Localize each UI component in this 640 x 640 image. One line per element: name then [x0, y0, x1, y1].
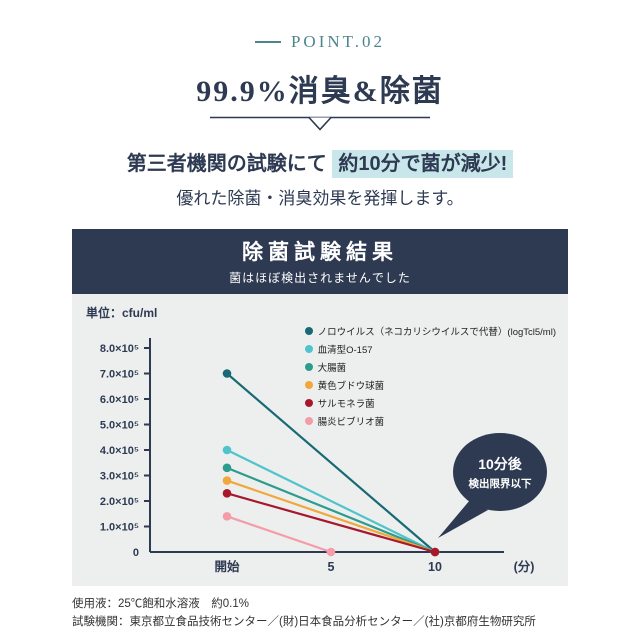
series-line [226, 449, 436, 553]
series-line [226, 479, 436, 554]
svg-text:10分後: 10分後 [478, 456, 523, 472]
data-point [222, 489, 232, 498]
panel-subtitle: 菌はほぼ検出されませんでした [229, 271, 411, 285]
svg-text:8.0×10⁵: 8.0×10⁵ [100, 343, 139, 355]
legend-dot [304, 381, 313, 389]
point-label-row: POINT.02 [0, 0, 640, 52]
heading-divider [0, 116, 640, 133]
bubble-tail [438, 500, 488, 538]
lead-line-2: 優れた除菌・消臭効果を発揮します。 [176, 189, 464, 208]
svg-text:0: 0 [133, 547, 139, 559]
legend-dot [304, 345, 313, 353]
legend-label: サルモネラ菌 [317, 399, 375, 410]
svg-text:5.0×10⁵: 5.0×10⁵ [100, 420, 139, 432]
legend-label: 大腸菌 [317, 363, 347, 374]
test-result-panel: 除菌試験結果 菌はほぼ検出されませんでした 0 1.0×10⁵ 2.0×10⁵ 3.0… [72, 229, 568, 586]
svg-text:5: 5 [328, 560, 335, 574]
data-point [222, 369, 232, 378]
data-point [222, 463, 232, 473]
series-line [226, 466, 436, 554]
data-point [326, 547, 336, 557]
legend-item: ノロウイルス（ネコカリシウイルスで代替）(logTcl5/ml) [304, 324, 556, 338]
svg-text:2.0×10⁵: 2.0×10⁵ [100, 496, 139, 508]
data-point [222, 445, 232, 455]
legend-dot [304, 417, 313, 425]
footnote-liquid: 使用液：25℃飽和水溶液 約0.1% [72, 598, 250, 610]
svg-text:1.0×10⁵: 1.0×10⁵ [100, 522, 139, 534]
footnote-institutions: 試験機関：東京都立食品技術センター／(財)日本食品分析センター／(社)京都府生物… [72, 615, 536, 628]
lead-prefix: 第三者機関の試験にて [126, 153, 327, 175]
legend-label: 血清型O-157 [317, 345, 373, 356]
legend-item: 黄色ブドウ球菌 [304, 378, 385, 392]
point-label: POINT.02 [290, 32, 386, 51]
legend-item: 腸炎ビブリオ菌 [304, 414, 385, 428]
chart-area: 0 1.0×10⁵ 2.0×10⁵ 3.0×10⁵ 4.0×10⁵ 5.0×10⁵ 6.0×… [72, 294, 568, 586]
lead-line: 第三者機関の試験にて 約10分で菌が減少! [0, 147, 640, 178]
panel-title: 除菌試験結果 [242, 241, 398, 264]
panel-header: 除菌試験結果 菌はほぼ検出されませんでした [72, 229, 568, 294]
svg-text:6.0×10⁵: 6.0×10⁵ [100, 394, 139, 406]
legend-item: 大腸菌 [304, 360, 347, 374]
line-chart: 0 1.0×10⁵ 2.0×10⁵ 3.0×10⁵ 4.0×10⁵ 5.0×10⁵ 6.0×… [100, 338, 547, 574]
svg-text:開始: 開始 [214, 559, 240, 574]
unit-label: 単位：cfu/ml [86, 306, 158, 320]
page-title: 99.9%消臭&除菌 [196, 75, 444, 108]
data-point [430, 547, 440, 557]
legend-item: サルモネラ菌 [304, 396, 375, 410]
svg-text:検出限界以下: 検出限界以下 [469, 477, 532, 490]
legend-label: ノロウイルス（ネコカリシウイルスで代替）(logTcl5/ml) [317, 327, 556, 338]
chart-legend: ノロウイルス（ネコカリシウイルスで代替）(logTcl5/ml) 血清型O-157… [304, 324, 556, 428]
data-point [222, 476, 232, 485]
legend-dot [304, 327, 313, 335]
data-point [222, 512, 232, 521]
svg-text:3.0×10⁵: 3.0×10⁵ [100, 471, 139, 483]
series-line [226, 515, 332, 554]
series-line [226, 492, 436, 554]
footnotes: 使用液：25℃飽和水溶液 約0.1% 試験機関：東京都立食品技術センター／(財)… [72, 596, 568, 632]
legend-dot [304, 363, 313, 371]
legend-label: 腸炎ビブリオ菌 [317, 417, 385, 428]
legend-dot [304, 399, 313, 407]
svg-text:10: 10 [428, 560, 442, 574]
series-line [226, 372, 436, 553]
legend-item: 血清型O-157 [304, 342, 373, 356]
svg-text:4.0×10⁵: 4.0×10⁵ [100, 445, 139, 457]
annotation-bubble [453, 433, 547, 511]
lead-highlight: 約10分で菌が減少! [332, 150, 514, 178]
divider-arrow-icon [210, 116, 430, 131]
svg-text:7.0×10⁵: 7.0×10⁵ [100, 369, 139, 381]
point-dash-line [254, 41, 281, 43]
svg-text:(分): (分) [514, 559, 535, 574]
legend-label: 黄色ブドウ球菌 [317, 381, 385, 392]
